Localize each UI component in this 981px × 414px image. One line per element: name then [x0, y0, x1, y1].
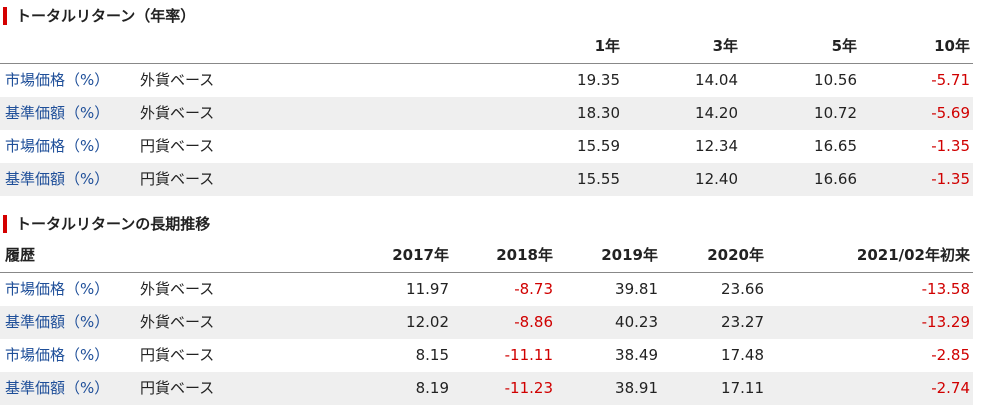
cell-value: 14.04: [695, 71, 738, 89]
column-header: 2020年: [707, 246, 764, 264]
cell-value: 18.30: [577, 104, 620, 122]
row-label: 基準価額（%）: [5, 170, 110, 188]
cell-value: 23.27: [721, 313, 764, 331]
cell-value: 16.66: [814, 170, 857, 188]
row-basis: 外貨ベース: [140, 280, 215, 298]
cell-value: 11.97: [406, 280, 449, 298]
column-header: 2021/02年初来: [856, 246, 970, 264]
row-background: [0, 163, 973, 196]
cell-value: -13.58: [921, 280, 970, 298]
row-background: [0, 372, 973, 405]
row-basis: 外貨ベース: [140, 104, 215, 122]
cell-value: 15.55: [577, 170, 620, 188]
header-rule: [0, 63, 973, 64]
cell-value: 17.11: [721, 379, 764, 397]
section-title: トータルリターンの長期推移: [3, 214, 210, 234]
cell-value: -2.74: [931, 379, 970, 397]
cell-value: 10.72: [814, 104, 857, 122]
row-basis: 円貨ベース: [140, 137, 215, 155]
column-header: 5年: [831, 37, 857, 55]
cell-value: 10.56: [814, 71, 857, 89]
row-label: 基準価額（%）: [5, 104, 110, 122]
cell-value: 12.40: [695, 170, 738, 188]
column-header: 3年: [712, 37, 738, 55]
cell-value: -1.35: [931, 137, 970, 155]
row-basis: 円貨ベース: [140, 379, 215, 397]
cell-value: -2.85: [931, 346, 970, 364]
cell-value: -8.86: [514, 313, 553, 331]
cell-value: 8.19: [415, 379, 449, 397]
row-label: 基準価額（%）: [5, 379, 110, 397]
cell-value: 38.91: [615, 379, 658, 397]
cell-value: 15.59: [577, 137, 620, 155]
row-label: 基準価額（%）: [5, 313, 110, 331]
cell-value: 38.49: [615, 346, 658, 364]
cell-value: 16.65: [814, 137, 857, 155]
cell-value: 12.34: [695, 137, 738, 155]
cell-value: 17.48: [721, 346, 764, 364]
cell-value: 39.81: [615, 280, 658, 298]
row-label: 市場価格（%）: [5, 137, 110, 155]
cell-value: 19.35: [577, 71, 620, 89]
row-label: 市場価格（%）: [5, 71, 110, 89]
row-label: 市場価格（%）: [5, 346, 110, 364]
row-background: [0, 306, 973, 339]
cell-value: 8.15: [415, 346, 449, 364]
section-title: トータルリターン（年率）: [3, 6, 195, 26]
cell-value: -8.73: [514, 280, 553, 298]
column-header: 10年: [934, 37, 970, 55]
cell-value: 14.20: [695, 104, 738, 122]
cell-value: -13.29: [921, 313, 970, 331]
column-header: 2019年: [601, 246, 658, 264]
cell-value: 40.23: [615, 313, 658, 331]
cell-value: 23.66: [721, 280, 764, 298]
column-header: 2017年: [392, 246, 449, 264]
row-background: [0, 97, 973, 130]
cell-value: -5.71: [931, 71, 970, 89]
row-basis: 円貨ベース: [140, 170, 215, 188]
header-rule: [0, 272, 973, 273]
header-label: 履歴: [5, 246, 36, 264]
row-basis: 円貨ベース: [140, 346, 215, 364]
row-label: 市場価格（%）: [5, 280, 110, 298]
cell-value: -5.69: [931, 104, 970, 122]
column-header: 2018年: [496, 246, 553, 264]
cell-value: -1.35: [931, 170, 970, 188]
row-basis: 外貨ベース: [140, 71, 215, 89]
column-header: 1年: [594, 37, 620, 55]
cell-value: -11.11: [504, 346, 553, 364]
row-basis: 外貨ベース: [140, 313, 215, 331]
cell-value: -11.23: [504, 379, 553, 397]
cell-value: 12.02: [406, 313, 449, 331]
